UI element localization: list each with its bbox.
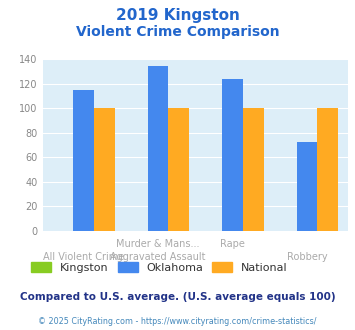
Bar bbox=[296, 142, 317, 231]
Text: 2019 Kingston: 2019 Kingston bbox=[116, 8, 239, 23]
Text: All Violent Crime: All Violent Crime bbox=[43, 252, 124, 262]
Bar bbox=[148, 66, 168, 231]
Bar bbox=[73, 90, 94, 231]
Text: Robbery: Robbery bbox=[286, 252, 327, 262]
Bar bbox=[317, 109, 338, 231]
Text: Compared to U.S. average. (U.S. average equals 100): Compared to U.S. average. (U.S. average … bbox=[20, 292, 335, 302]
Text: Rape: Rape bbox=[220, 239, 245, 249]
Legend: Kingston, Oklahoma, National: Kingston, Oklahoma, National bbox=[27, 258, 292, 277]
Text: Murder & Mans...: Murder & Mans... bbox=[116, 239, 200, 249]
Bar bbox=[222, 79, 243, 231]
Bar bbox=[168, 109, 189, 231]
Bar bbox=[243, 109, 264, 231]
Bar bbox=[94, 109, 115, 231]
Text: Violent Crime Comparison: Violent Crime Comparison bbox=[76, 25, 279, 39]
Text: © 2025 CityRating.com - https://www.cityrating.com/crime-statistics/: © 2025 CityRating.com - https://www.city… bbox=[38, 317, 317, 326]
Text: Aggravated Assault: Aggravated Assault bbox=[110, 252, 206, 262]
